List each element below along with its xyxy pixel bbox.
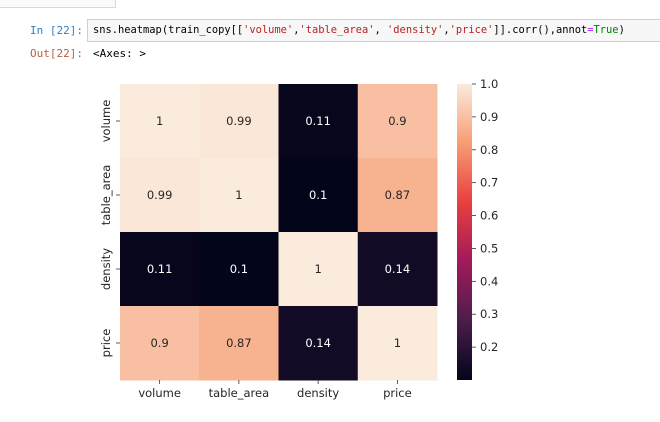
cell-annotation: 0.9 <box>150 336 168 350</box>
cell-annotation: 0.14 <box>385 262 411 276</box>
x-tick-label: density <box>297 386 339 400</box>
x-tick-label: volume <box>138 386 181 400</box>
heatmap-cell <box>278 232 359 307</box>
colorbar <box>457 84 472 380</box>
heatmap-cell <box>278 306 359 381</box>
heatmap-cell <box>199 84 279 159</box>
colorbar-tick-label: 0.6 <box>480 209 498 223</box>
code-close: ) <box>618 24 625 36</box>
code-string: 'table_area' <box>299 24 375 36</box>
code-keyword: True <box>593 24 619 36</box>
heatmap-cell <box>199 306 279 381</box>
code-string: 'density' <box>387 24 444 36</box>
input-prompt: In [22]: <box>30 24 83 37</box>
x-tick-label: table_area <box>209 386 270 400</box>
heatmap-cell <box>357 84 438 159</box>
heatmap-cell <box>199 158 279 233</box>
colorbar-tick-label: 0.7 <box>480 176 498 190</box>
y-tick-label: table_area <box>99 165 113 226</box>
code-cell-input[interactable]: sns.heatmap(train_copy[['volume','table_… <box>87 19 660 42</box>
cell-annotation: 0.1 <box>230 262 248 276</box>
heatmap-cell <box>357 158 438 233</box>
heatmap-cell <box>199 232 279 307</box>
colorbar-tick-label: 0.8 <box>480 143 498 157</box>
y-tick-label: price <box>99 329 113 358</box>
colorbar-tick-label: 1.0 <box>480 77 498 91</box>
code-fn: sns.heatmap(train_copy[[ <box>93 24 244 36</box>
cell-annotation: 0.99 <box>147 188 173 202</box>
code-punct: , <box>443 24 450 36</box>
colorbar-tick-label: 0.5 <box>480 241 498 255</box>
cell-annotation: 1 <box>235 188 242 202</box>
heatmap-cell <box>278 158 359 233</box>
x-tick-label: price <box>383 386 412 400</box>
cell-annotation: 0.1 <box>309 188 327 202</box>
code-punct: , <box>374 24 388 36</box>
y-tick-label: volume <box>99 100 113 143</box>
colorbar-tick-label: 0.2 <box>480 340 498 354</box>
cell-annotation: 0.9 <box>388 114 406 128</box>
output-prompt: Out[22]: <box>30 47 83 60</box>
cell-annotation: 0.11 <box>147 262 173 276</box>
code-punct: , <box>293 24 300 36</box>
cell-annotation: 0.99 <box>226 114 252 128</box>
cell-annotation: 0.87 <box>385 188 411 202</box>
cell-annotation: 0.87 <box>226 336 252 350</box>
colorbar-tick-label: 0.3 <box>480 307 498 321</box>
heatmap-cell <box>278 84 359 159</box>
heatmap-cell <box>357 232 438 307</box>
heatmap-cell <box>120 306 200 381</box>
code-string: 'price' <box>449 24 494 36</box>
code-call: ]].corr(),annot <box>493 24 588 36</box>
heatmap-cell <box>357 306 438 381</box>
code-operator: = <box>587 24 594 36</box>
output-text: <Axes: > <box>93 47 146 60</box>
code-text[interactable]: sns.heatmap(train_copy[['volume','table_… <box>93 24 625 37</box>
cell-annotation: 1 <box>314 262 321 276</box>
colorbar-tick-label: 0.4 <box>480 274 498 288</box>
cell-annotation: 1 <box>156 114 163 128</box>
cell-annotation: 0.14 <box>305 336 331 350</box>
y-tick-label: density <box>99 248 113 290</box>
heatmap-cell <box>120 84 200 159</box>
previous-cell-edge <box>0 0 116 8</box>
cell-annotation: 1 <box>394 336 401 350</box>
cell-annotation: 0.11 <box>305 114 331 128</box>
code-string: 'volume' <box>243 24 294 36</box>
colorbar-tick-label: 0.9 <box>480 110 498 124</box>
heatmap-cell <box>120 158 200 233</box>
heatmap-cell <box>120 232 200 307</box>
